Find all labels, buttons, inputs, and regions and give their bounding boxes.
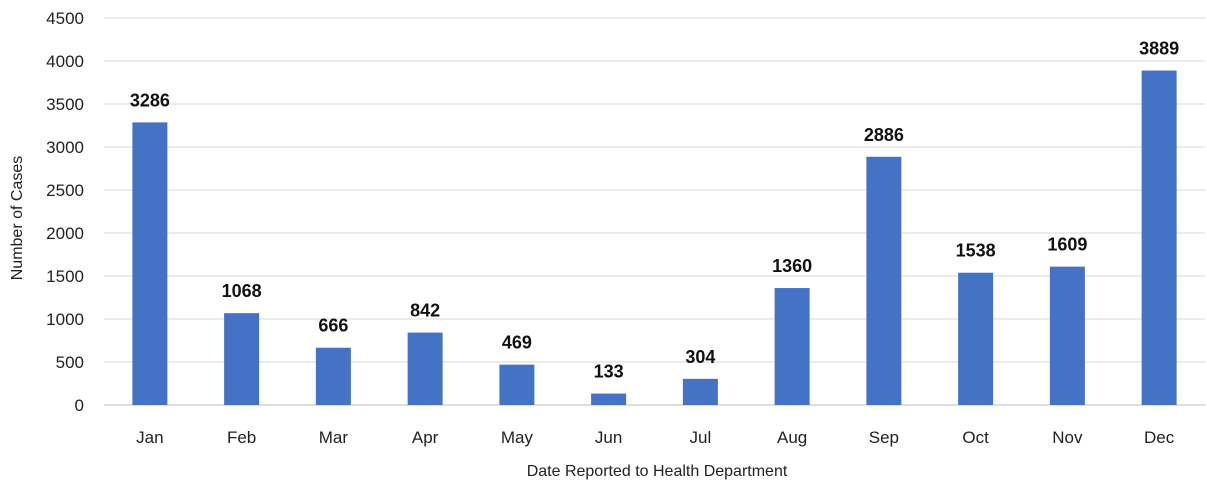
bar-aug [774, 288, 810, 405]
value-label-nov: 1609 [1047, 235, 1087, 255]
x-tick-label-jan: Jan [136, 428, 163, 447]
bar-mar [315, 347, 351, 405]
grid-lines [104, 17, 1205, 406]
value-label-oct: 1538 [956, 241, 996, 261]
y-axis-title: Number of Cases [9, 156, 26, 281]
value-label-apr: 842 [410, 301, 440, 321]
y-tick-label: 4000 [46, 52, 84, 71]
x-tick-label-oct: Oct [962, 428, 989, 447]
bar-apr [407, 332, 443, 405]
value-label-feb: 1068 [222, 281, 262, 301]
x-tick-label-jul: Jul [690, 428, 712, 447]
bar-feb [224, 313, 260, 405]
y-tick-label: 3500 [46, 95, 84, 114]
bar-dec [1141, 70, 1177, 406]
y-tick-label: 1000 [46, 310, 84, 329]
value-label-dec: 3889 [1139, 39, 1179, 59]
value-label-sep: 2886 [864, 125, 904, 145]
bar-jul [682, 378, 718, 405]
x-tick-label-mar: Mar [319, 428, 349, 447]
value-label-jun: 133 [594, 362, 624, 382]
x-tick-label-apr: Apr [412, 428, 439, 447]
bar-nov [1049, 266, 1085, 405]
value-label-may: 469 [502, 333, 532, 353]
y-tick-label: 2500 [46, 181, 84, 200]
x-tick-label-aug: Aug [777, 428, 807, 447]
bars [132, 70, 1177, 406]
y-tick-label: 3000 [46, 138, 84, 157]
value-label-mar: 666 [318, 316, 348, 336]
x-axis-title: Date Reported to Health Department [527, 463, 788, 480]
y-tick-label: 4500 [46, 9, 84, 28]
bar-jun [591, 393, 627, 405]
value-label-aug: 1360 [772, 256, 812, 276]
value-labels: 3286 1068 666 842 469 133 304 1360 2886 1538 1609 3… [130, 39, 1179, 382]
y-tick-label: 0 [75, 396, 84, 415]
x-tick-label-feb: Feb [227, 428, 256, 447]
x-tick-label-dec: Dec [1144, 428, 1175, 447]
bar-may [499, 364, 535, 405]
x-axis-ticks: Jan Feb Mar Apr May Jun Jul Aug Sep Oct Nov Dec [136, 428, 1175, 447]
x-tick-label-jun: Jun [595, 428, 622, 447]
x-tick-label-nov: Nov [1052, 428, 1083, 447]
y-tick-label: 1500 [46, 267, 84, 286]
x-tick-label-may: May [501, 428, 534, 447]
value-label-jul: 304 [685, 347, 715, 367]
bar-oct [958, 272, 994, 405]
bar-sep [866, 156, 902, 405]
y-tick-label: 500 [56, 353, 84, 372]
bar-jan [132, 122, 168, 406]
y-axis-ticks: 0 500 1000 1500 2000 2500 3000 3500 4000 4500 [46, 9, 84, 415]
y-tick-label: 2000 [46, 224, 84, 243]
x-tick-label-sep: Sep [869, 428, 899, 447]
value-label-jan: 3286 [130, 90, 170, 110]
